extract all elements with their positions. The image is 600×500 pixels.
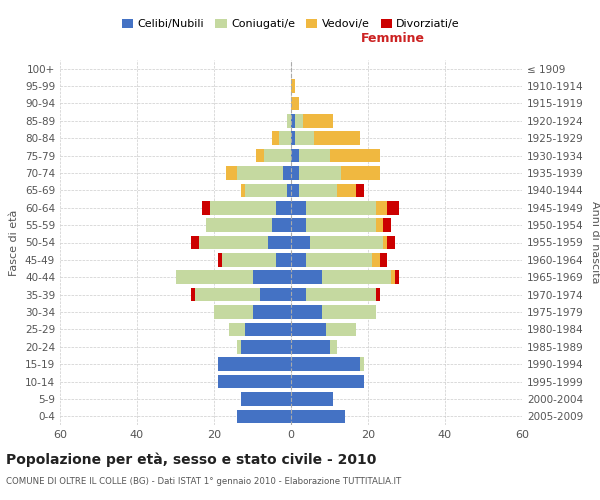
Bar: [326, 322, 356, 336]
Bar: [322, 270, 391, 284]
Legend: Celibi/Nubili, Coniugati/e, Vedovi/e, Divorziati/e: Celibi/Nubili, Coniugati/e, Vedovi/e, Di…: [118, 14, 464, 34]
Text: Femmine: Femmine: [361, 32, 425, 46]
Bar: [307, 253, 372, 266]
Bar: [299, 184, 337, 197]
Bar: [195, 288, 260, 302]
Bar: [329, 149, 380, 162]
Bar: [291, 132, 295, 145]
Bar: [299, 166, 341, 180]
Bar: [291, 253, 307, 266]
Bar: [291, 392, 334, 406]
Bar: [383, 218, 391, 232]
Bar: [222, 253, 275, 266]
Bar: [307, 201, 376, 214]
Bar: [302, 114, 334, 128]
Bar: [280, 132, 291, 145]
Bar: [206, 218, 272, 232]
Bar: [376, 201, 387, 214]
Bar: [287, 184, 291, 197]
Bar: [253, 305, 291, 319]
Bar: [314, 132, 360, 145]
Y-axis label: Fasce di età: Fasce di età: [10, 210, 19, 276]
Bar: [176, 270, 253, 284]
Bar: [291, 375, 364, 388]
Bar: [237, 166, 283, 180]
Bar: [383, 236, 387, 250]
Bar: [376, 288, 380, 302]
Bar: [291, 166, 299, 180]
Bar: [387, 201, 399, 214]
Bar: [291, 114, 295, 128]
Bar: [260, 288, 291, 302]
Bar: [256, 149, 264, 162]
Bar: [310, 236, 383, 250]
Bar: [299, 149, 329, 162]
Y-axis label: Anni di nascita: Anni di nascita: [590, 201, 600, 284]
Bar: [253, 270, 291, 284]
Bar: [387, 236, 395, 250]
Bar: [202, 201, 210, 214]
Bar: [245, 322, 291, 336]
Bar: [237, 410, 291, 423]
Bar: [307, 288, 376, 302]
Bar: [241, 340, 291, 353]
Bar: [218, 375, 291, 388]
Bar: [191, 236, 199, 250]
Bar: [291, 288, 307, 302]
Bar: [360, 358, 364, 371]
Bar: [291, 305, 322, 319]
Bar: [291, 149, 299, 162]
Bar: [329, 340, 337, 353]
Bar: [307, 218, 376, 232]
Bar: [291, 201, 307, 214]
Bar: [287, 114, 291, 128]
Bar: [275, 253, 291, 266]
Bar: [291, 340, 329, 353]
Bar: [245, 184, 287, 197]
Bar: [241, 184, 245, 197]
Bar: [380, 253, 387, 266]
Bar: [372, 253, 380, 266]
Bar: [356, 184, 364, 197]
Bar: [395, 270, 399, 284]
Bar: [322, 305, 376, 319]
Bar: [268, 236, 291, 250]
Bar: [291, 410, 345, 423]
Bar: [295, 132, 314, 145]
Bar: [291, 96, 299, 110]
Bar: [291, 80, 295, 93]
Bar: [226, 166, 237, 180]
Bar: [291, 184, 299, 197]
Bar: [264, 149, 291, 162]
Bar: [291, 236, 310, 250]
Bar: [218, 358, 291, 371]
Bar: [291, 270, 322, 284]
Bar: [218, 253, 222, 266]
Bar: [283, 166, 291, 180]
Bar: [291, 358, 360, 371]
Bar: [272, 132, 280, 145]
Bar: [376, 218, 383, 232]
Text: COMUNE DI OLTRE IL COLLE (BG) - Dati ISTAT 1° gennaio 2010 - Elaborazione TUTTIT: COMUNE DI OLTRE IL COLLE (BG) - Dati IST…: [6, 478, 401, 486]
Text: Popolazione per età, sesso e stato civile - 2010: Popolazione per età, sesso e stato civil…: [6, 452, 376, 467]
Bar: [272, 218, 291, 232]
Bar: [210, 201, 275, 214]
Bar: [241, 392, 291, 406]
Bar: [391, 270, 395, 284]
Bar: [199, 236, 268, 250]
Bar: [229, 322, 245, 336]
Bar: [214, 305, 253, 319]
Bar: [237, 340, 241, 353]
Bar: [291, 322, 326, 336]
Bar: [341, 166, 380, 180]
Bar: [337, 184, 356, 197]
Bar: [291, 218, 307, 232]
Bar: [275, 201, 291, 214]
Bar: [295, 114, 302, 128]
Bar: [191, 288, 195, 302]
